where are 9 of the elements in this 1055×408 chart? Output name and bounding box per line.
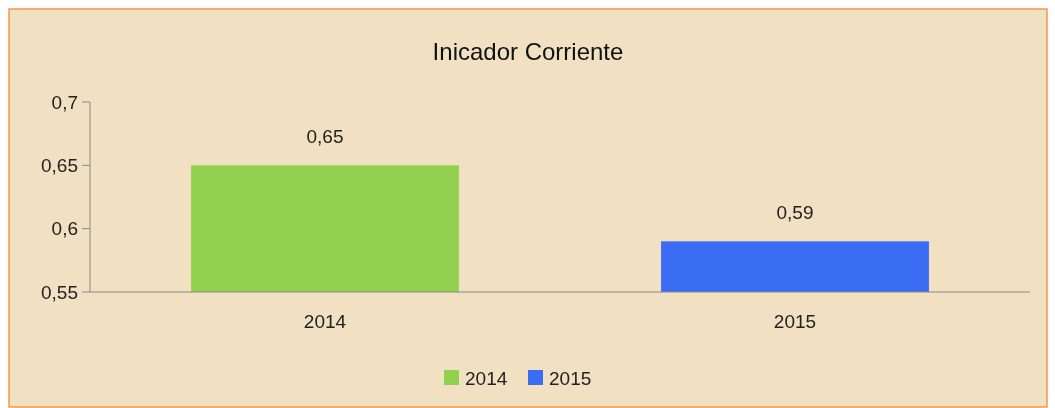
y-tick-label: 0,6 bbox=[51, 218, 78, 240]
y-tick-label: 0,7 bbox=[51, 91, 78, 113]
y-tick-label: 0,55 bbox=[41, 281, 78, 303]
chart-title: Inicador Corriente bbox=[432, 38, 624, 65]
legend-label: 2014 bbox=[465, 367, 508, 389]
y-tick-label: 0,65 bbox=[41, 154, 78, 176]
data-label: 0,65 bbox=[306, 126, 344, 148]
legend-label: 2015 bbox=[549, 367, 592, 389]
data-label: 0,59 bbox=[776, 202, 814, 224]
